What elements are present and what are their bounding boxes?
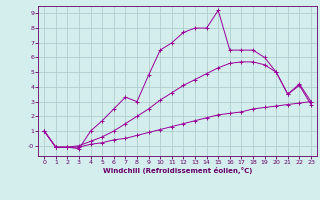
X-axis label: Windchill (Refroidissement éolien,°C): Windchill (Refroidissement éolien,°C) [103, 167, 252, 174]
